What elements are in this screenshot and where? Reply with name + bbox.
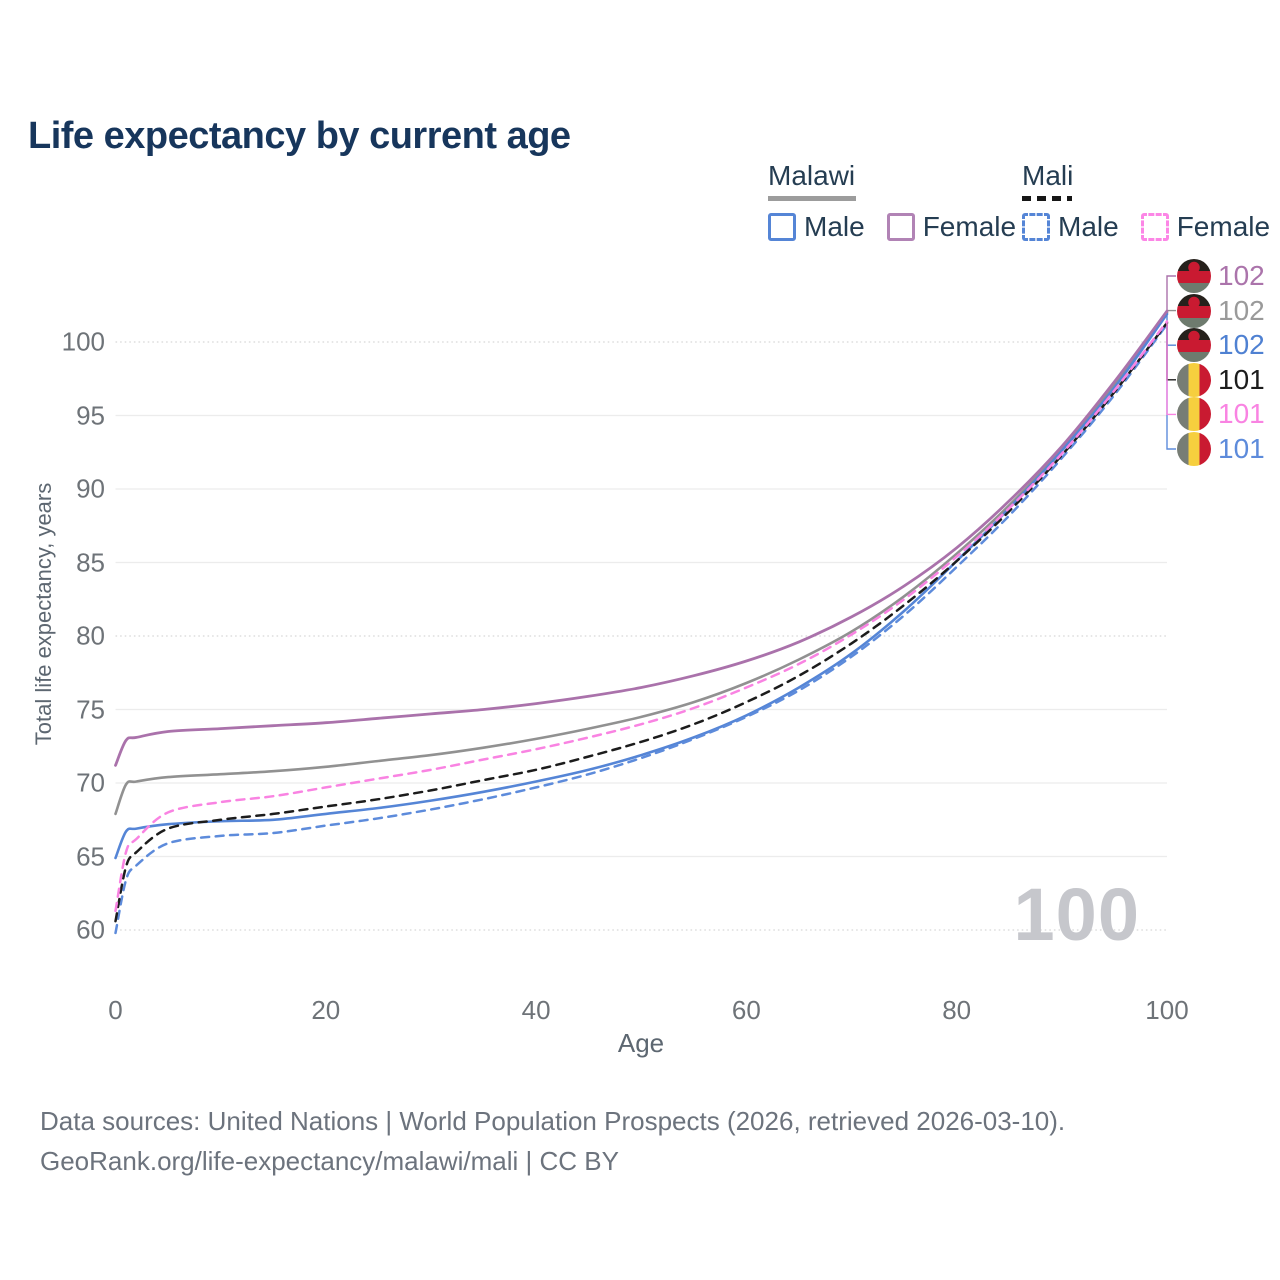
legend-country-malawi[interactable]: Malawi bbox=[768, 160, 856, 191]
leader-line-malawi-female bbox=[1166, 275, 1176, 312]
legend-country-mali[interactable]: Mali bbox=[1022, 160, 1074, 191]
end-label-row-malawi-1[interactable]: 102 bbox=[1177, 293, 1265, 328]
x-axis-title: Age bbox=[617, 1028, 665, 1058]
mali-flag-icon bbox=[1177, 432, 1211, 466]
end-label-row-malawi-0[interactable]: 102 bbox=[1177, 259, 1265, 293]
y-tick-95: 95 bbox=[76, 400, 105, 430]
legend-item-malawi-male[interactable]: Male bbox=[768, 211, 865, 243]
legend-label: Male bbox=[804, 211, 865, 242]
x-tick-20: 20 bbox=[311, 995, 341, 1025]
malawi-male-swatch-icon bbox=[768, 213, 796, 241]
y-tick-60: 60 bbox=[76, 914, 105, 945]
mali-male-swatch-icon bbox=[1022, 213, 1050, 241]
mali-line-sample bbox=[1022, 196, 1072, 201]
end-label-value: 102 bbox=[1218, 260, 1265, 291]
y-tick-90: 90 bbox=[76, 473, 105, 504]
leader-line-mali-male bbox=[1166, 324, 1176, 450]
end-label-value: 102 bbox=[1218, 294, 1265, 326]
attribution-link[interactable]: GeoRank.org/life-expectancy/malawi/mali … bbox=[40, 1146, 619, 1176]
legend-label: Female bbox=[1176, 211, 1271, 242]
end-label-value: 102 bbox=[1218, 329, 1265, 361]
malawi-female-swatch-icon bbox=[886, 213, 915, 241]
series-line-malawi[interactable] bbox=[114, 311, 1169, 816]
end-label-row-mali-3[interactable]: 101 bbox=[1177, 362, 1265, 397]
y-tick-75: 75 bbox=[76, 694, 105, 724]
legend-item-malawi-female[interactable]: Female bbox=[886, 211, 1017, 243]
series-line-mali-female[interactable] bbox=[114, 320, 1169, 913]
y-tick-65: 65 bbox=[76, 841, 105, 871]
malawi-line-sample bbox=[768, 196, 856, 201]
leader-line-mali-female bbox=[1166, 321, 1176, 416]
x-tick-80: 80 bbox=[942, 995, 972, 1025]
y-axis-title: Total life expectancy, years bbox=[31, 482, 56, 746]
x-tick-60: 60 bbox=[731, 995, 761, 1025]
page-title: Life expectancy by current age bbox=[28, 115, 571, 158]
end-label-row-mali-4[interactable]: 101 bbox=[1177, 397, 1265, 432]
legend-label: Female bbox=[922, 211, 1017, 242]
x-tick-40: 40 bbox=[521, 995, 551, 1025]
end-label-row-malawi-2[interactable]: 102 bbox=[1177, 328, 1265, 363]
mali-female-swatch-icon bbox=[1140, 213, 1169, 241]
x-tick-0: 0 bbox=[108, 995, 123, 1025]
watermark-age-value: 100 bbox=[1013, 873, 1140, 956]
y-tick-85: 85 bbox=[76, 547, 105, 577]
malawi-flag-icon bbox=[1177, 259, 1211, 293]
series-line-malawi-female[interactable] bbox=[114, 309, 1169, 767]
mali-flag-icon bbox=[1177, 362, 1211, 397]
series-line-malawi-male[interactable] bbox=[114, 312, 1169, 860]
malawi-flag-icon bbox=[1177, 293, 1211, 328]
end-label-row-mali-5[interactable]: 101 bbox=[1177, 432, 1265, 466]
malawi-flag-icon bbox=[1177, 328, 1211, 363]
legend-item-mali-female[interactable]: Female bbox=[1140, 211, 1271, 243]
end-label-value: 101 bbox=[1218, 433, 1265, 464]
y-tick-80: 80 bbox=[76, 620, 105, 651]
mali-flag-icon bbox=[1177, 397, 1211, 432]
series-line-mali[interactable] bbox=[114, 321, 1169, 923]
legend-item-mali-male[interactable]: Male bbox=[1022, 211, 1119, 243]
y-tick-70: 70 bbox=[76, 767, 105, 798]
legend-group-malawi: Malawi Male Female bbox=[768, 160, 1038, 243]
series-line-mali-male[interactable] bbox=[114, 323, 1169, 935]
legend-group-mali: Mali Male Female bbox=[1022, 160, 1280, 243]
leader-line-malawi-male bbox=[1166, 314, 1176, 346]
data-sources-note: Data sources: United Nations | World Pop… bbox=[40, 1106, 1066, 1136]
leader-line-mali bbox=[1166, 322, 1176, 381]
end-label-value: 101 bbox=[1218, 398, 1265, 430]
end-label-value: 101 bbox=[1218, 363, 1265, 395]
y-tick-100: 100 bbox=[61, 326, 105, 357]
legend-label: Male bbox=[1058, 211, 1119, 242]
x-tick-100: 100 bbox=[1145, 995, 1189, 1025]
